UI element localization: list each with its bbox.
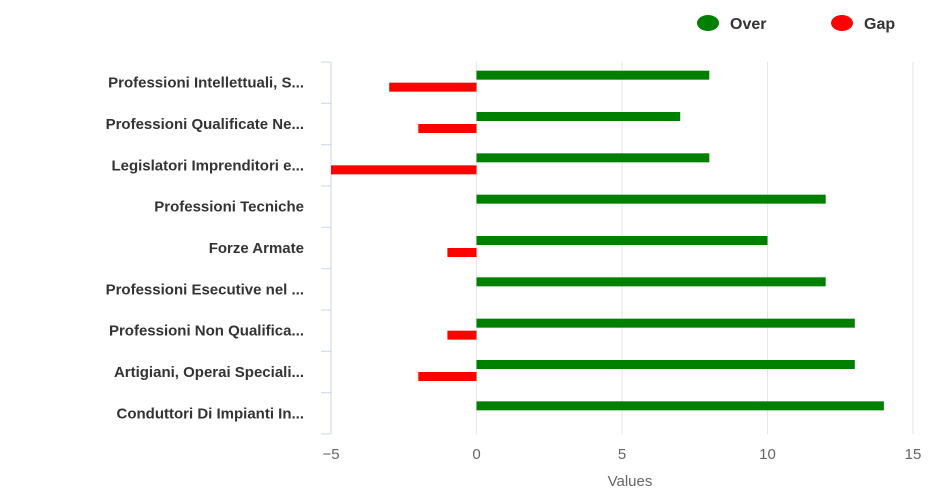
category-labels: Professioni Intellettuali, S... Professio… <box>106 75 304 423</box>
x-tick-label: 15 <box>905 446 922 463</box>
bar-gap[interactable] <box>389 83 476 92</box>
x-tick-label: 5 <box>618 446 626 463</box>
legend-marker <box>831 15 853 31</box>
category-label: Professioni Non Qualifica... <box>109 323 304 340</box>
category-label: Conduttori Di Impianti In... <box>117 405 304 422</box>
x-axis-title: Values <box>608 473 653 488</box>
bar-over[interactable] <box>477 236 768 245</box>
legend-item-gap[interactable]: Gap <box>831 15 895 33</box>
legend-marker <box>697 15 719 31</box>
legend-label: Gap <box>864 16 895 33</box>
bar-over[interactable] <box>477 112 681 121</box>
category-label: Legislatori Imprenditori e... <box>111 157 304 174</box>
legend-label: Over <box>730 16 766 33</box>
bars <box>331 71 884 411</box>
bar-over[interactable] <box>477 401 884 410</box>
category-label: Forze Armate <box>209 240 304 257</box>
bar-gap[interactable] <box>447 331 476 340</box>
bar-gap[interactable] <box>418 124 476 133</box>
bar-gap[interactable] <box>331 165 477 174</box>
x-tick-label: −5 <box>322 446 339 463</box>
category-label: Professioni Esecutive nel ... <box>106 281 304 298</box>
bar-over[interactable] <box>477 277 826 286</box>
bar-gap[interactable] <box>418 372 476 381</box>
legend[interactable]: Over Gap <box>697 15 895 33</box>
legend-item-over[interactable]: Over <box>697 15 766 33</box>
x-tick-label: 0 <box>472 446 480 463</box>
x-tick-label: 10 <box>759 446 776 463</box>
bar-over[interactable] <box>477 153 710 162</box>
category-label: Professioni Intellettuali, S... <box>108 75 304 92</box>
bar-over[interactable] <box>477 319 855 328</box>
bar-over[interactable] <box>477 71 710 80</box>
category-label: Professioni Tecniche <box>154 199 304 216</box>
bar-over[interactable] <box>477 360 855 369</box>
bar-over[interactable] <box>477 195 826 204</box>
x-tick-labels: −5 0 5 10 15 <box>322 446 921 463</box>
category-label: Professioni Qualificate Ne... <box>106 116 304 133</box>
bar-gap[interactable] <box>447 248 476 257</box>
category-label: Artigiani, Operai Speciali... <box>114 364 304 381</box>
category-axis <box>321 62 331 434</box>
